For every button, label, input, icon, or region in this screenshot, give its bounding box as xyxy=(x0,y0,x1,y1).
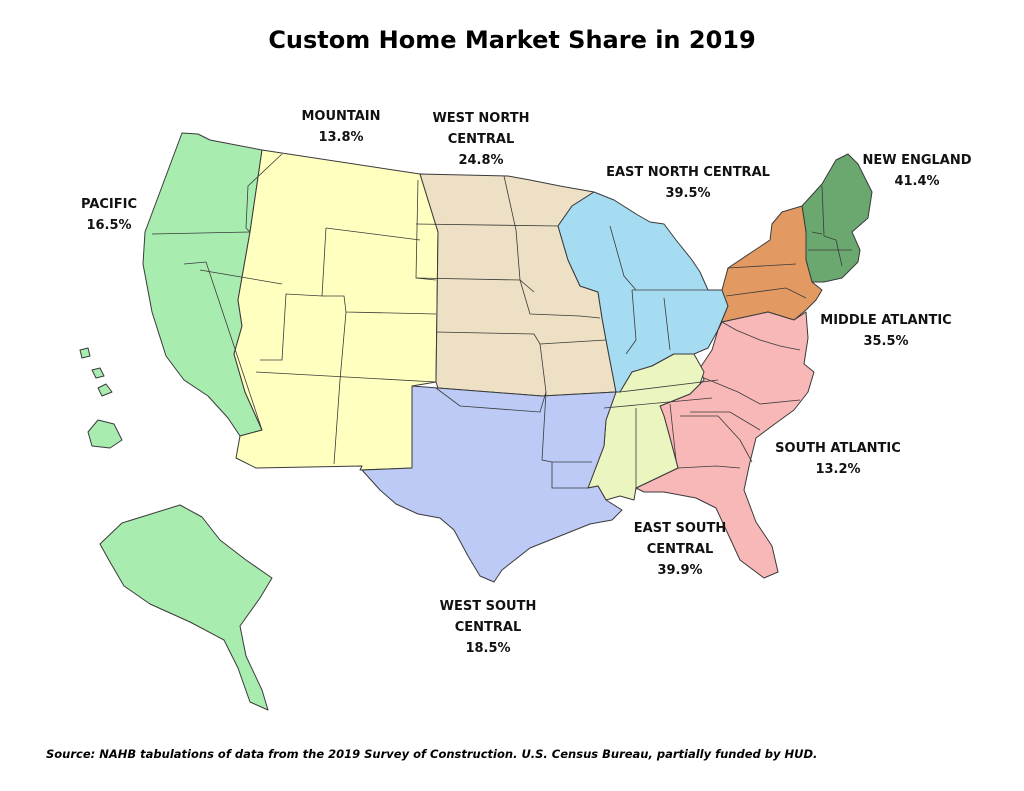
region-value: 13.8% xyxy=(318,130,364,145)
region-name-line2: CENTRAL xyxy=(646,542,714,557)
region-name: PACIFIC xyxy=(80,197,138,212)
region-name: NEW ENGLAND xyxy=(862,153,972,168)
region-name-line2: CENTRAL xyxy=(454,620,522,635)
region-name: EAST SOUTH xyxy=(633,521,727,536)
label-mountain: MOUNTAIN 13.8% xyxy=(286,106,396,148)
label-south-atlantic: SOUTH ATLANTIC 13.2% xyxy=(758,438,918,480)
label-east-north-central: EAST NORTH CENTRAL 39.5% xyxy=(588,162,788,204)
region-name: SOUTH ATLANTIC xyxy=(775,441,901,456)
hawaii-islands xyxy=(79,347,113,397)
region-name: MOUNTAIN xyxy=(301,109,381,124)
region-west-south-central xyxy=(361,385,623,583)
region-value: 39.5% xyxy=(665,186,711,201)
label-new-england: NEW ENGLAND 41.4% xyxy=(852,150,982,192)
alaska xyxy=(99,504,273,711)
source-note: Source: NAHB tabulations of data from th… xyxy=(46,747,818,761)
region-value: 16.5% xyxy=(86,218,132,233)
map-title: Custom Home Market Share in 2019 xyxy=(268,26,756,54)
label-middle-atlantic: MIDDLE ATLANTIC 35.5% xyxy=(806,310,966,352)
state-borders xyxy=(151,153,852,490)
hawaii-big-island xyxy=(87,419,123,449)
region-name: MIDDLE ATLANTIC xyxy=(820,313,952,328)
region-value: 13.2% xyxy=(815,462,861,477)
region-name: WEST SOUTH xyxy=(439,599,537,614)
region-value: 35.5% xyxy=(863,334,909,349)
region-value: 41.4% xyxy=(894,174,940,189)
region-name-line2: CENTRAL xyxy=(447,132,515,147)
label-pacific: PACIFIC 16.5% xyxy=(68,194,150,236)
region-value: 18.5% xyxy=(465,641,511,656)
label-west-north-central: WEST NORTH CENTRAL 24.8% xyxy=(426,108,536,171)
region-mountain xyxy=(233,149,439,471)
label-west-south-central: WEST SOUTH CENTRAL 18.5% xyxy=(428,596,548,659)
region-name: EAST NORTH CENTRAL xyxy=(606,165,770,180)
region-value: 39.9% xyxy=(657,563,703,578)
region-name: WEST NORTH xyxy=(432,111,530,126)
region-value: 24.8% xyxy=(458,153,504,168)
label-east-south-central: EAST SOUTH CENTRAL 39.9% xyxy=(620,518,740,581)
